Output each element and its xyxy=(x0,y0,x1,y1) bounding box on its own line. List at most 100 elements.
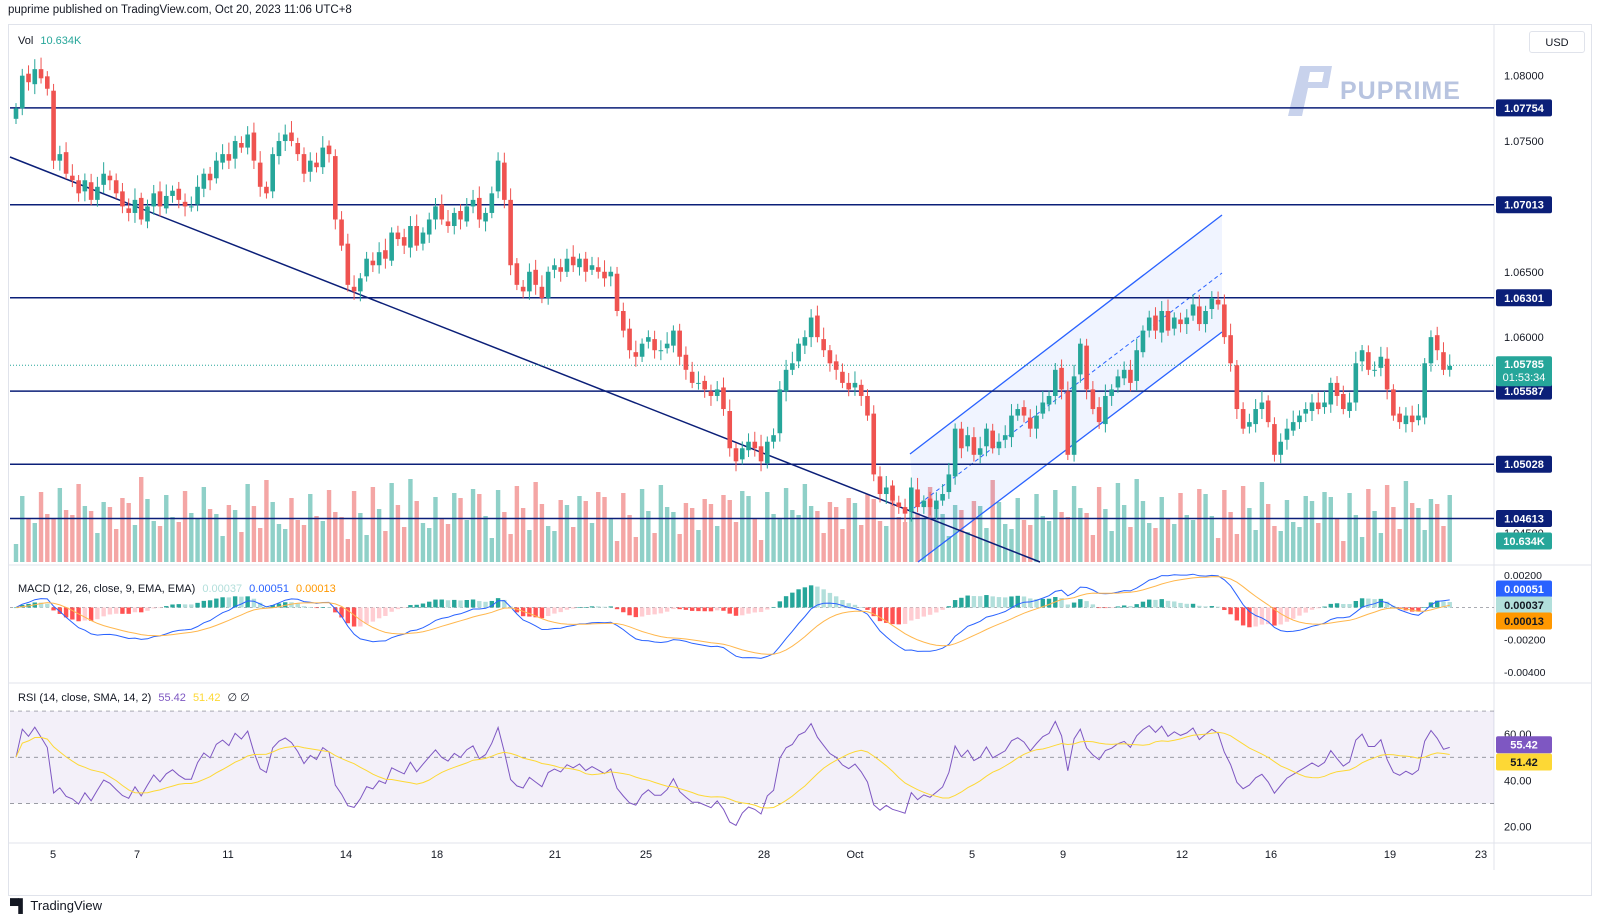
macd-histogram-bar xyxy=(1240,607,1246,626)
candle-body xyxy=(1359,350,1365,362)
volume-bar xyxy=(151,521,156,562)
volume-bar xyxy=(220,536,225,562)
volume-bar xyxy=(852,503,858,562)
macd-histogram-bar xyxy=(1359,598,1365,608)
macd-histogram-bar xyxy=(308,606,313,608)
candle-body xyxy=(1428,337,1434,364)
candle-body xyxy=(339,219,344,246)
candle-body xyxy=(1121,369,1127,379)
tradingview-footer[interactable]: ▀▌ TradingView xyxy=(10,898,102,913)
candle-body xyxy=(1146,317,1152,331)
time-tick-label: 11 xyxy=(222,849,233,861)
macd-histogram-bar xyxy=(88,607,94,621)
currency-button[interactable]: USD xyxy=(1529,31,1585,53)
macd-histogram-bar xyxy=(113,607,119,614)
macd-histogram-bar xyxy=(827,592,833,608)
volume-bar xyxy=(157,526,163,562)
time-tick-label: 7 xyxy=(134,849,140,861)
macd-histogram-bar xyxy=(758,607,764,613)
time-tick-label: 5 xyxy=(50,849,56,861)
macd-histogram-bar xyxy=(545,607,551,617)
volume-bar xyxy=(345,539,351,562)
candle-body xyxy=(138,197,144,220)
macd-histogram-bar xyxy=(1422,607,1427,608)
macd-histogram-bar xyxy=(182,604,188,608)
volume-bar xyxy=(408,479,413,562)
macd-histogram-bar xyxy=(539,607,545,619)
macd-histogram-bar xyxy=(621,607,626,613)
macd-histogram-bar xyxy=(283,602,288,608)
candle-body xyxy=(113,180,119,194)
candle-body xyxy=(683,354,689,370)
candle-body xyxy=(1434,335,1440,351)
macd-histogram-bar xyxy=(921,607,927,617)
macd-histogram-bar xyxy=(840,600,845,608)
macd-histogram-bar xyxy=(314,607,319,609)
volume-bar xyxy=(915,513,920,562)
volume-bar xyxy=(308,494,313,562)
candle-body xyxy=(833,361,839,370)
volume-bar xyxy=(389,483,394,562)
rsi-sma-tag-bg xyxy=(1496,753,1552,771)
volume-bar xyxy=(940,514,945,562)
candle-body xyxy=(1265,400,1271,423)
candle-body xyxy=(408,226,413,248)
candle-body xyxy=(558,267,563,272)
volume-bar xyxy=(815,511,820,562)
candle-body xyxy=(19,75,25,109)
candle-body xyxy=(796,343,801,362)
macd-histogram-bar xyxy=(1128,606,1133,608)
volume-bar xyxy=(583,501,588,562)
macd-histogram-bar xyxy=(1366,598,1371,608)
time-tick-label: 28 xyxy=(758,849,770,861)
volume-bar xyxy=(1096,487,1102,562)
volume-bar xyxy=(1197,489,1202,562)
macd-histogram-bar xyxy=(696,607,701,612)
candle-body xyxy=(226,154,232,161)
macd-histogram-bar xyxy=(1090,604,1096,608)
candle-body xyxy=(26,73,31,83)
level-price-tag: 1.04613 xyxy=(1504,513,1544,525)
volume-bar xyxy=(1397,529,1402,562)
level-price-tag: 1.05587 xyxy=(1504,386,1544,398)
candle-body xyxy=(1002,435,1008,440)
macd-histogram-bar xyxy=(1165,600,1171,608)
macd-histogram-bar xyxy=(157,607,163,609)
candle-body xyxy=(1303,409,1309,414)
candle-body xyxy=(1278,441,1283,455)
volume-bar xyxy=(113,529,119,562)
volume-bar xyxy=(145,499,150,562)
candle-body xyxy=(1384,358,1390,390)
candle-body xyxy=(946,474,952,493)
volume-bar xyxy=(796,515,801,562)
candle-body xyxy=(445,221,451,227)
candle-body xyxy=(1084,345,1089,390)
volume-bar xyxy=(1190,520,1196,562)
candle-body xyxy=(1027,417,1033,429)
macd-value-tag: 0.00051 xyxy=(1504,584,1544,596)
volume-bar xyxy=(452,493,457,562)
volume-bar xyxy=(1165,519,1171,562)
volume-bar xyxy=(1441,526,1446,562)
time-tick-label: 19 xyxy=(1384,849,1396,861)
level-price-tag-bg xyxy=(1496,196,1552,214)
candle-body xyxy=(245,134,250,148)
macd-histogram-bar xyxy=(239,596,244,608)
candle-body xyxy=(307,160,313,172)
macd-histogram-bar xyxy=(470,599,476,608)
volume-bar xyxy=(1028,525,1033,562)
volume-bar xyxy=(564,505,570,562)
volume-bar xyxy=(182,491,188,562)
volume-bar xyxy=(633,537,639,562)
macd-histogram-bar xyxy=(514,607,520,613)
macd-histogram-bar xyxy=(383,607,388,616)
macd-histogram-bar xyxy=(859,606,864,608)
candle-body xyxy=(464,206,470,222)
macd-histogram-bar xyxy=(896,607,901,625)
candle-body xyxy=(1309,402,1315,412)
volume-bar xyxy=(364,535,369,562)
candle-body xyxy=(589,265,595,270)
macd-histogram-bar xyxy=(1322,606,1327,608)
macd-histogram-bar xyxy=(20,604,25,608)
